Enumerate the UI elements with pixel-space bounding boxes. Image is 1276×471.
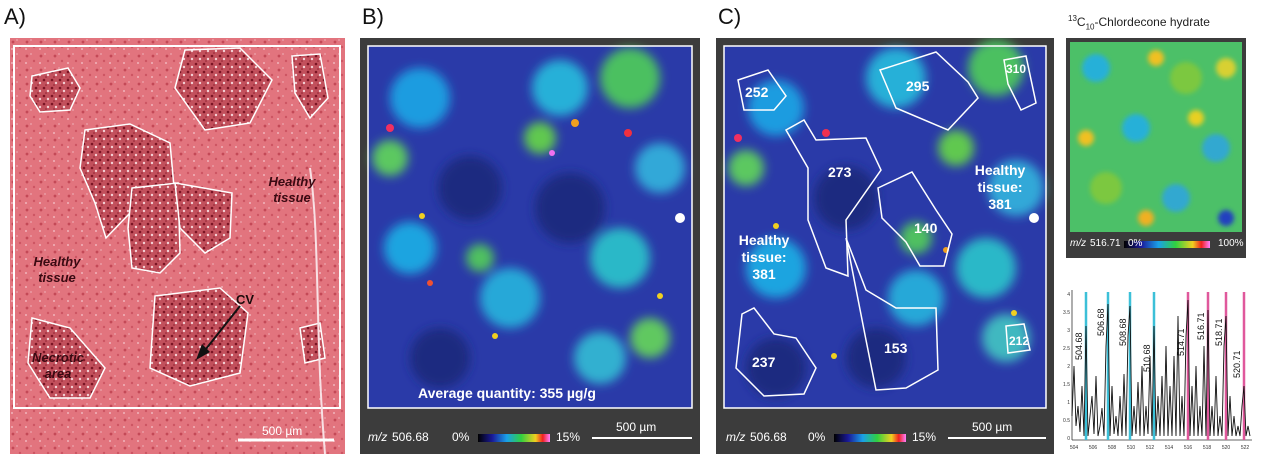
healthy-value: 381 bbox=[752, 266, 776, 282]
x-tick: 522 bbox=[1241, 445, 1250, 451]
panel-b-intensity-map bbox=[360, 38, 700, 454]
panel-d-title: 13C10-Chlordecone hydrate bbox=[1068, 14, 1210, 31]
peak-label-508-68: 508.68 bbox=[1118, 318, 1128, 346]
panel-d-mz-value: 516.71 bbox=[1090, 238, 1121, 249]
x-tick: 510 bbox=[1127, 445, 1136, 451]
x-tick: 506 bbox=[1089, 445, 1098, 451]
panel-a-scalebar-label: 500 µm bbox=[262, 424, 303, 438]
y-tick: 1 bbox=[1067, 400, 1070, 406]
title-compound: -Chlordecone hydrate bbox=[1094, 15, 1210, 29]
panel-b-colorbar bbox=[478, 434, 550, 442]
y-tick: 2.5 bbox=[1063, 346, 1070, 352]
panel-a-histology-image bbox=[10, 38, 345, 454]
panel-b-scale-max: 15% bbox=[556, 430, 581, 444]
panel-c-mz-value: 506.68 bbox=[750, 430, 787, 444]
x-tick: 508 bbox=[1108, 445, 1117, 451]
panel-c-scale-max: 15% bbox=[912, 430, 937, 444]
panel-c-label: C) bbox=[718, 4, 742, 29]
title-element: C bbox=[1076, 15, 1086, 29]
title-subscript: 10 bbox=[1085, 22, 1095, 32]
x-tick: 516 bbox=[1184, 445, 1193, 451]
panel-a-necrotic-area: Necrotic area bbox=[31, 350, 85, 381]
y-tick: 0.5 bbox=[1063, 418, 1070, 424]
panel-c-region-252: 252 bbox=[745, 84, 769, 100]
x-tick: 518 bbox=[1203, 445, 1212, 451]
panel-c-colorbar bbox=[834, 434, 906, 442]
panel-c-healthy-tissue-left: Healthy tissue: 381 bbox=[726, 232, 802, 283]
peak-label-520-71: 520.71 bbox=[1232, 350, 1242, 378]
panel-a-healthy-tissue-left: Healthy tissue bbox=[33, 254, 81, 285]
panel-b-scale-min: 0% bbox=[452, 430, 470, 444]
panel-c-region-295: 295 bbox=[906, 78, 930, 94]
panel-b-mz-prefix: m/z bbox=[368, 430, 388, 444]
panel-b-scalebar-label: 500 µm bbox=[616, 420, 657, 434]
panel-a-healthy-tissue-right: Healthy tissue bbox=[268, 174, 316, 205]
panel-c-region-310: 310 bbox=[1006, 62, 1027, 76]
panel-c-scalebar-label: 500 µm bbox=[972, 420, 1013, 434]
panel-c-mz-prefix: m/z bbox=[726, 430, 746, 444]
cv-arrow bbox=[201, 305, 241, 355]
peak-label-518-71: 518.71 bbox=[1214, 318, 1224, 346]
panel-b-average-quantity: Average quantity: 355 µg/g bbox=[418, 385, 596, 401]
peak-label-510-68: 510.68 bbox=[1142, 344, 1152, 372]
panel-d-mz-prefix: m/z bbox=[1070, 238, 1087, 249]
title-superscript: 13 bbox=[1068, 14, 1077, 23]
panel-c-region-273: 273 bbox=[828, 164, 852, 180]
panel-a-label: A) bbox=[4, 4, 26, 29]
panel-c-region-140: 140 bbox=[914, 220, 938, 236]
panel-a-necrotic-outlines bbox=[27, 47, 329, 399]
panel-a-cv-label: CV bbox=[236, 292, 255, 307]
panel-c-intensity-map bbox=[716, 38, 1054, 454]
y-tick: 3.5 bbox=[1063, 310, 1070, 316]
healthy-value: 381 bbox=[988, 196, 1012, 212]
peak-label-506-68: 506.68 bbox=[1096, 308, 1106, 336]
healthy-word: Healthy bbox=[738, 232, 790, 248]
x-tick: 504 bbox=[1070, 445, 1079, 451]
y-tick: 3 bbox=[1067, 328, 1070, 334]
y-tick: 4 bbox=[1067, 292, 1070, 298]
panel-b-label: B) bbox=[362, 4, 384, 29]
panel-d-colorbar bbox=[1124, 241, 1210, 248]
y-tick: 2 bbox=[1067, 364, 1070, 370]
peak-label-504-68: 504.68 bbox=[1074, 332, 1084, 360]
panel-b-mz-value: 506.68 bbox=[392, 430, 429, 444]
panel-d-scale-max: 100% bbox=[1218, 238, 1244, 249]
panel-c-healthy-tissue-right: Healthy tissue: 381 bbox=[962, 162, 1038, 213]
panel-c-region-153: 153 bbox=[884, 340, 908, 356]
peak-label-514-71: 514.71 bbox=[1176, 328, 1186, 356]
x-tick: 512 bbox=[1146, 445, 1155, 451]
spectrum-trace bbox=[1071, 299, 1251, 437]
y-tick: 0 bbox=[1067, 436, 1070, 442]
panel-c-region-212: 212 bbox=[1009, 334, 1030, 348]
peak-label-516-71: 516.71 bbox=[1196, 312, 1206, 340]
panel-d-scale-min: 0% bbox=[1128, 238, 1143, 249]
panel-c-scale-min: 0% bbox=[808, 430, 826, 444]
healthy-word: Healthy bbox=[974, 162, 1026, 178]
mass-spectrum: 4 3.5 3 2.5 2 1.5 1 0.5 0 504 506 508 51… bbox=[1063, 290, 1252, 451]
panel-c-region-237: 237 bbox=[752, 354, 776, 370]
panel-c-region-outlines bbox=[735, 51, 1037, 397]
x-tick: 520 bbox=[1222, 445, 1231, 451]
tissue-word: tissue: bbox=[741, 249, 787, 265]
x-tick: 514 bbox=[1165, 445, 1174, 451]
tissue-word: tissue: bbox=[977, 179, 1023, 195]
y-tick: 1.5 bbox=[1063, 382, 1070, 388]
panel-d-intensity-map bbox=[1066, 38, 1246, 258]
